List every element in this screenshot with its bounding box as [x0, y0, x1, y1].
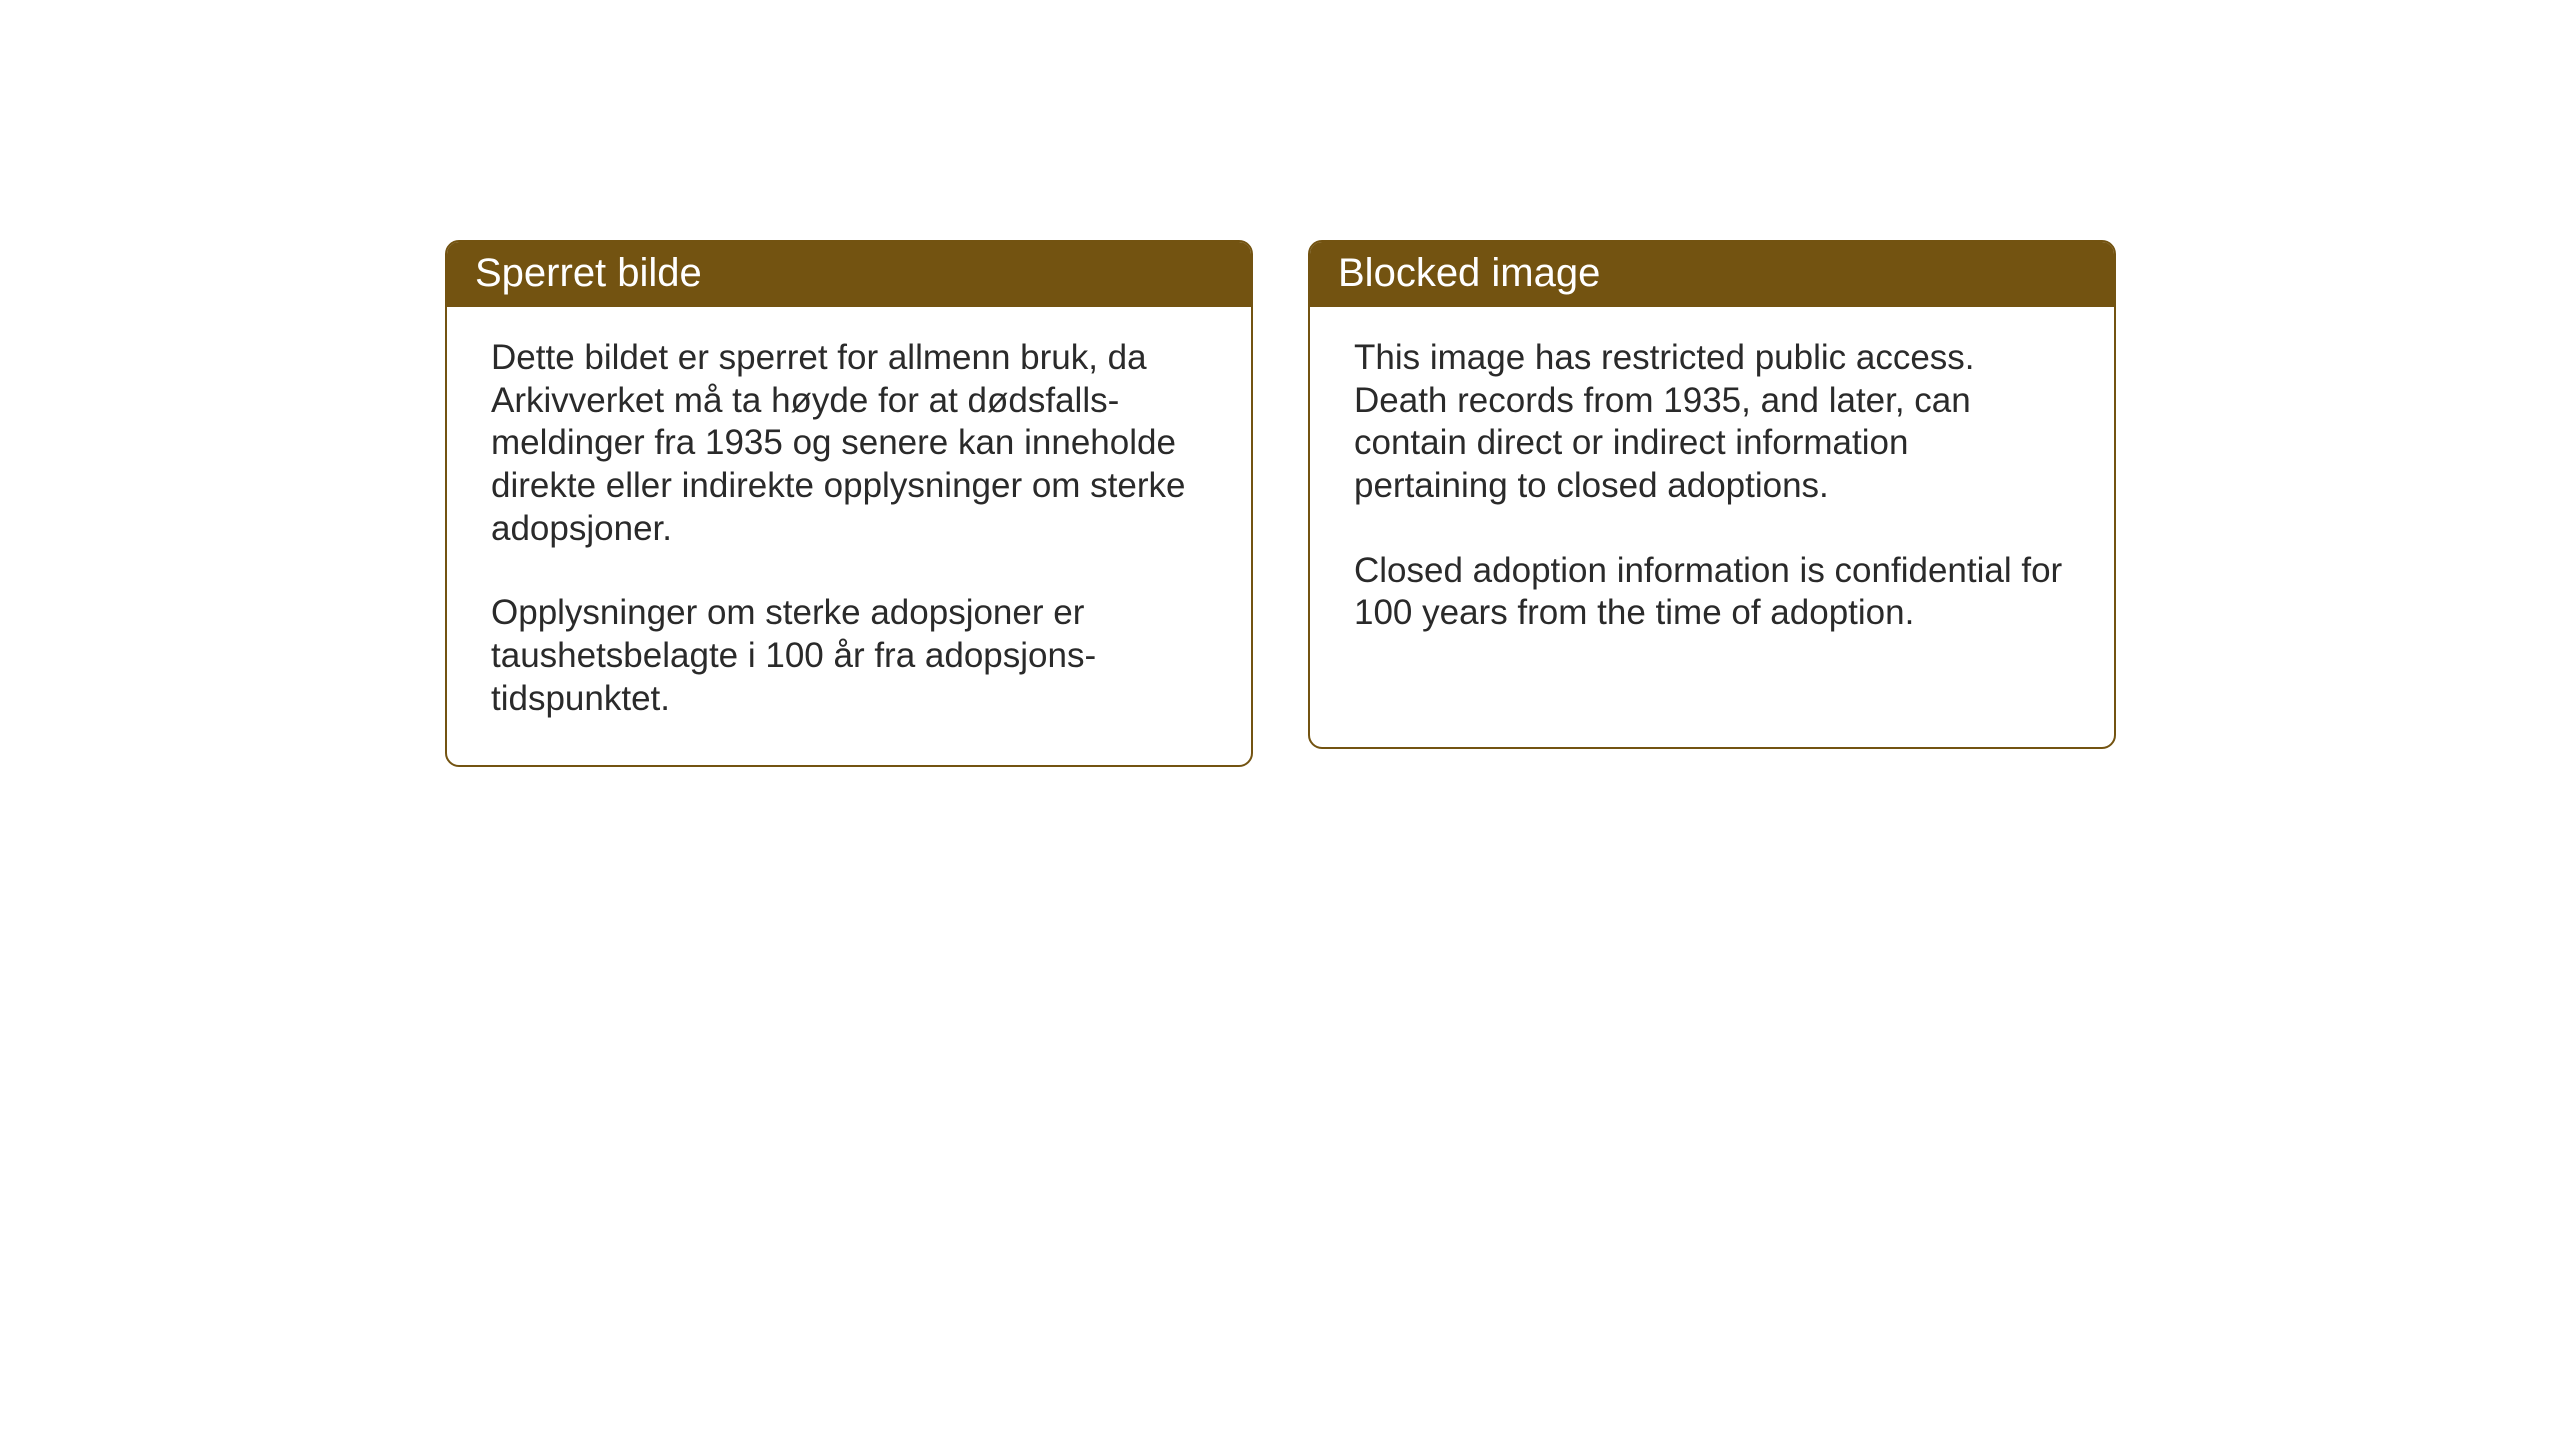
notice-title-norwegian: Sperret bilde	[475, 251, 702, 295]
notice-paragraph1-english: This image has restricted public access.…	[1354, 337, 2070, 508]
notice-header-norwegian: Sperret bilde	[447, 242, 1251, 307]
notice-paragraph2-english: Closed adoption information is confident…	[1354, 550, 2070, 635]
notice-header-english: Blocked image	[1310, 242, 2114, 307]
notice-title-english: Blocked image	[1338, 251, 1600, 295]
notice-body-norwegian: Dette bildet er sperret for allmenn bruk…	[447, 307, 1251, 765]
notice-body-english: This image has restricted public access.…	[1310, 307, 2114, 679]
notice-box-norwegian: Sperret bilde Dette bildet er sperret fo…	[445, 240, 1253, 767]
notices-container: Sperret bilde Dette bildet er sperret fo…	[445, 240, 2116, 767]
notice-paragraph1-norwegian: Dette bildet er sperret for allmenn bruk…	[491, 337, 1207, 550]
notice-box-english: Blocked image This image has restricted …	[1308, 240, 2116, 749]
notice-paragraph2-norwegian: Opplysninger om sterke adopsjoner er tau…	[491, 592, 1207, 720]
